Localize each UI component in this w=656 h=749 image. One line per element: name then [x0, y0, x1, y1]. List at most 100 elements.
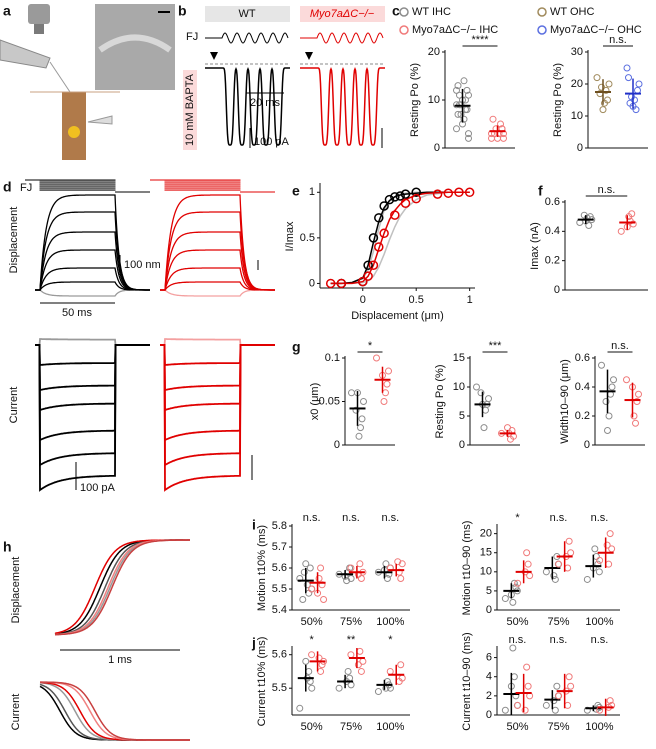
y-tick-label: 6	[486, 651, 492, 663]
scale-label: 20 ms	[250, 97, 280, 109]
trace	[160, 289, 275, 297]
y-axis-label: I/Imax	[284, 221, 296, 251]
data-point	[379, 228, 389, 239]
trace-label: Displacement	[10, 557, 22, 624]
data-point	[308, 585, 316, 593]
trace	[205, 67, 290, 146]
y-tick-label: 0.1	[325, 352, 340, 364]
y-tick-label: 5.6	[272, 562, 287, 574]
data-point	[591, 545, 599, 553]
data-point	[488, 134, 495, 142]
x-tick-label: 1	[467, 294, 473, 306]
trace	[160, 344, 275, 412]
data-point	[598, 83, 605, 91]
significance: n.s.	[303, 512, 321, 524]
x-tick-label: 75%	[340, 721, 362, 733]
data-point	[523, 549, 531, 557]
data-point	[633, 398, 641, 405]
data-point	[635, 80, 643, 88]
data-point	[305, 667, 313, 675]
data-point	[509, 644, 517, 652]
data-point	[603, 541, 611, 549]
data-point	[598, 361, 605, 369]
legend-label: WT OHC	[550, 6, 594, 18]
data-point	[565, 673, 573, 681]
data-point	[394, 558, 402, 566]
data-point	[555, 692, 563, 700]
significance: n.s.	[381, 512, 399, 524]
data-point	[501, 706, 509, 714]
significance: *	[388, 634, 393, 646]
trace	[35, 211, 150, 291]
data-point	[400, 198, 411, 208]
data-point	[347, 575, 355, 582]
data-point	[400, 189, 411, 199]
trace	[205, 32, 289, 44]
data-point	[489, 115, 497, 123]
data-point	[356, 560, 364, 568]
genotype-label: Myo7aΔC−/−	[310, 8, 375, 20]
panel-label: i	[252, 517, 256, 533]
y-tick-label: 15	[453, 352, 465, 364]
data-point	[585, 221, 593, 229]
y-axis-label: Resting Po (%)	[434, 365, 446, 439]
trace	[160, 344, 275, 492]
data-point	[357, 667, 365, 675]
data-point	[343, 577, 351, 585]
genotype-label: WT	[238, 8, 255, 20]
trace	[160, 194, 275, 291]
legend-label: Myo7aΔC−/− OHC	[550, 24, 642, 36]
y-tick-label: 10	[453, 381, 465, 393]
y-tick-label: 0.6	[575, 352, 590, 364]
legend-marker	[537, 25, 547, 35]
y-tick-label: 10	[480, 566, 492, 578]
y-tick-label: 10	[571, 110, 583, 122]
data-point	[605, 80, 613, 88]
data-point	[617, 227, 625, 235]
x-tick-label: 0.5	[409, 294, 424, 306]
y-tick-label: 0.4	[575, 381, 590, 393]
panel-label: g	[292, 339, 301, 355]
data-point	[384, 194, 395, 205]
data-point	[374, 213, 384, 223]
data-point	[382, 560, 390, 568]
data-point	[317, 667, 325, 675]
trace	[39, 685, 190, 741]
data-point	[565, 537, 573, 545]
data-point	[480, 424, 488, 432]
data-point	[308, 651, 316, 659]
trace-label: Current	[10, 694, 22, 731]
data-point	[594, 560, 602, 568]
trace	[35, 344, 150, 366]
y-tick-label: 0	[584, 439, 590, 451]
fit-line	[330, 191, 470, 285]
x-tick-label: 50%	[301, 616, 323, 628]
y-axis-label: Width10–90 (μm)	[559, 359, 571, 444]
stimulus-label: FJ	[186, 31, 198, 43]
data-point	[344, 667, 352, 675]
data-point	[397, 661, 405, 669]
legend-marker	[399, 25, 409, 35]
data-point	[380, 398, 388, 405]
data-point	[523, 663, 531, 671]
y-tick-label: 2	[486, 690, 492, 702]
data-point	[347, 564, 355, 572]
scale-label: 100 pA	[80, 482, 116, 494]
x-tick-label: 0	[360, 294, 366, 306]
y-tick-label: 20	[428, 46, 440, 58]
y-tick-label: 4	[486, 671, 492, 683]
y-axis-label: Resting Po (%)	[409, 63, 421, 137]
data-point	[583, 575, 591, 583]
y-axis-label: x0 (μm)	[309, 383, 321, 421]
significance: n.s.	[611, 340, 629, 352]
trace	[160, 344, 275, 366]
data-point	[512, 583, 520, 591]
trace	[35, 289, 150, 297]
data-point	[605, 560, 613, 568]
significance: n.s.	[550, 634, 568, 646]
y-tick-label: 0	[459, 439, 465, 451]
trace	[160, 344, 275, 442]
data-point	[336, 278, 347, 289]
x-tick-label: 75%	[340, 616, 362, 628]
data-point	[360, 398, 367, 405]
